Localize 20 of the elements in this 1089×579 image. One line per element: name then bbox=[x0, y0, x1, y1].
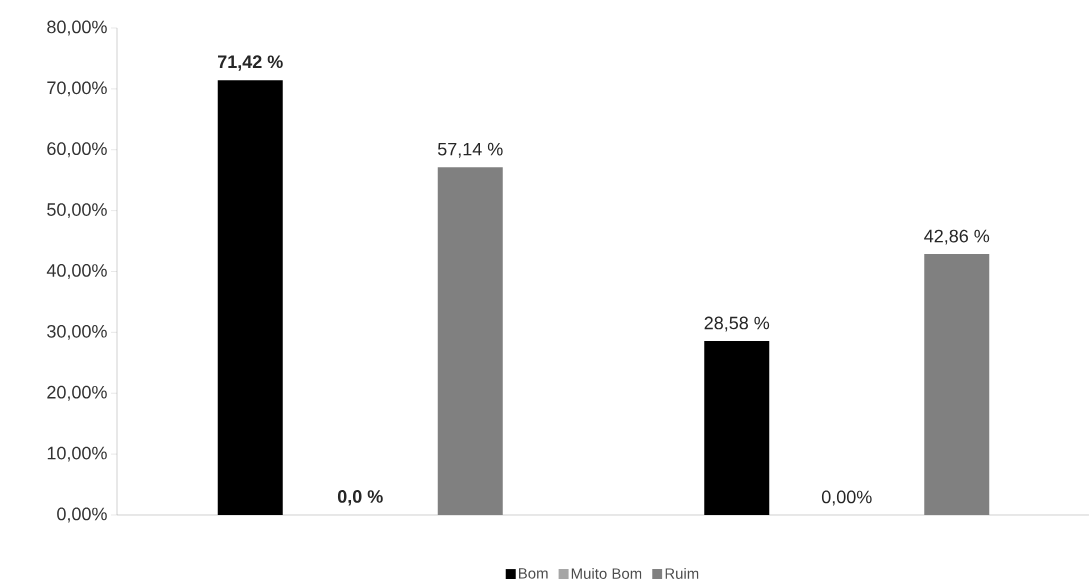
legend-label: Bom bbox=[518, 568, 548, 579]
y-tick-label: 80,00% bbox=[47, 20, 107, 36]
data-label: 28,58 % bbox=[704, 316, 770, 332]
y-tick-label: 30,00% bbox=[47, 324, 107, 340]
y-tick-label: 70,00% bbox=[47, 81, 107, 97]
data-label: 42,86 % bbox=[924, 229, 990, 245]
y-tick-label: 40,00% bbox=[46, 264, 107, 279]
y-tick-label: 10,00% bbox=[47, 446, 107, 462]
legend-label: Ruim bbox=[665, 567, 699, 579]
y-tick-label: 50,00% bbox=[47, 203, 107, 219]
bar bbox=[704, 341, 770, 515]
data-label: 57,14 % bbox=[437, 142, 503, 158]
data-label: 0,00% bbox=[821, 490, 872, 506]
legend-label: Muito Bom bbox=[571, 567, 642, 579]
y-tick-label: 60,00% bbox=[47, 142, 107, 158]
y-tick-label: 0,00% bbox=[57, 507, 107, 523]
bar bbox=[217, 80, 283, 515]
data-label: 0,0 % bbox=[337, 490, 383, 506]
data-label: 71,42 % bbox=[218, 55, 283, 71]
y-tick-label: 20,00% bbox=[47, 385, 107, 401]
